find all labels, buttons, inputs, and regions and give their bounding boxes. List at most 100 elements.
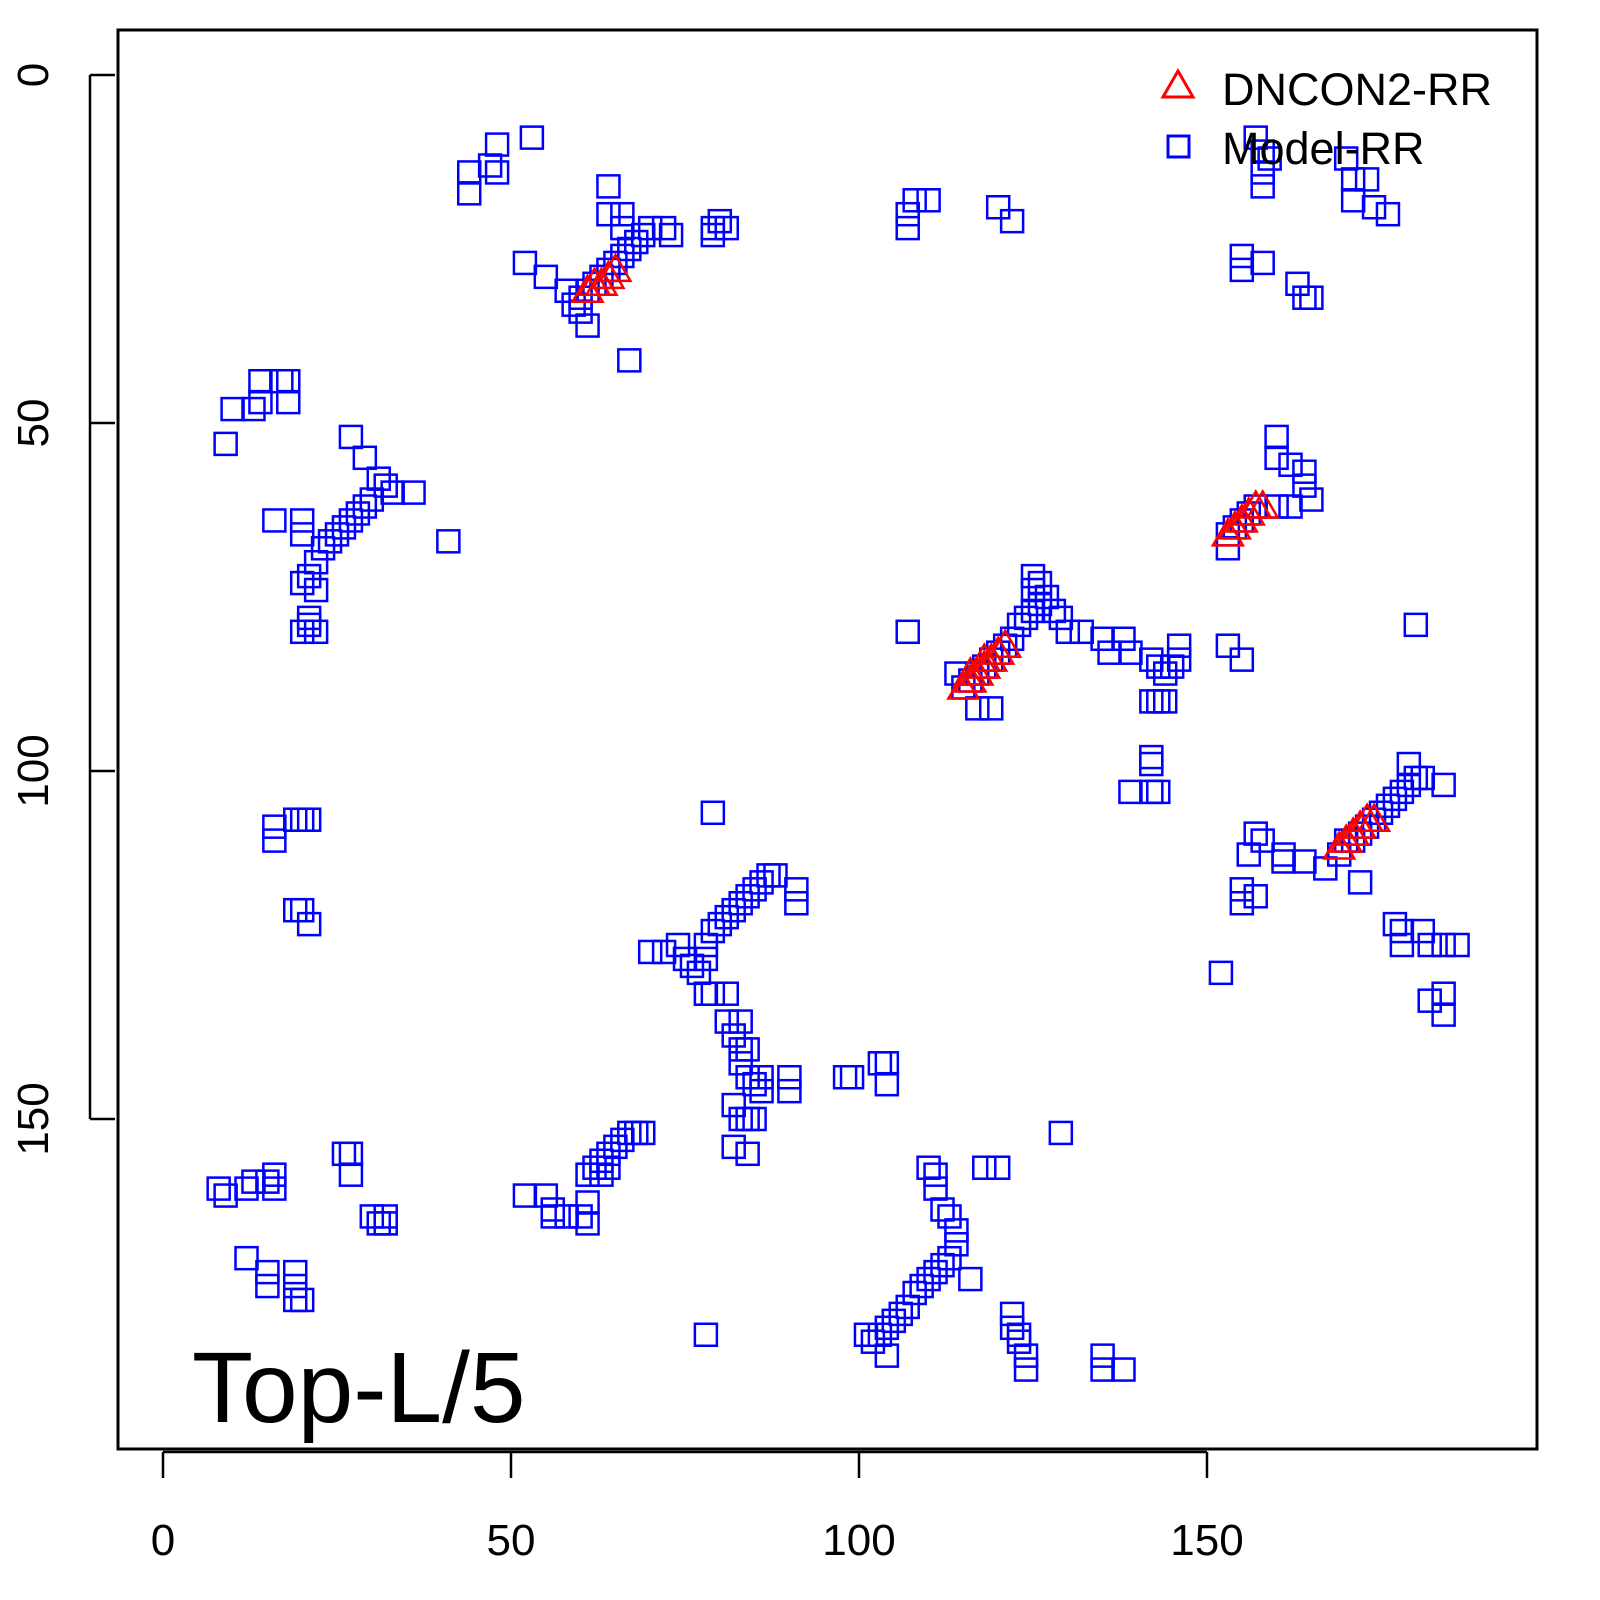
model-rr-point — [1250, 174, 1275, 199]
model-rr-point — [1389, 932, 1415, 958]
model-rr-point — [1354, 167, 1380, 192]
model-rr-point — [784, 890, 809, 916]
model-rr-point — [338, 1162, 364, 1187]
model-rr-point — [1146, 689, 1171, 714]
model-rr-point — [1431, 981, 1456, 1006]
model-rr-point — [276, 389, 301, 415]
model-rr-point — [1139, 779, 1164, 805]
model-rr-point — [1396, 751, 1422, 777]
model-rr-point — [533, 1183, 559, 1208]
dncon2-rr-point — [981, 635, 1016, 665]
model-rr-point — [735, 884, 760, 909]
model-rr-point — [255, 1169, 280, 1194]
model-rr-point — [1097, 640, 1122, 665]
model-rr-point — [895, 201, 920, 227]
model-rr-point — [533, 264, 559, 290]
annotation-label: Top-L/5 — [192, 1332, 526, 1444]
model-rr-point — [874, 1343, 900, 1368]
dncon2-rr-point — [1245, 489, 1280, 519]
model-rr-point — [1389, 918, 1415, 944]
model-rr-point — [352, 445, 378, 471]
model-rr-point — [610, 201, 635, 227]
dncon2-rr-point — [967, 642, 1002, 672]
model-rr-point — [630, 222, 656, 248]
plot-marks — [206, 125, 1470, 1382]
model-rr-point — [700, 981, 726, 1006]
model-rr-point — [234, 1245, 259, 1271]
model-rr-point — [206, 1176, 231, 1201]
model-rr-point — [436, 529, 461, 554]
model-rr-point — [401, 480, 426, 505]
model-rr-point — [1208, 960, 1234, 986]
model-rr-point — [1278, 494, 1303, 519]
model-rr-point — [763, 863, 788, 888]
y-tick-label: 100 — [9, 734, 58, 807]
model-rr-point — [1389, 779, 1415, 805]
model-rr-point — [693, 946, 719, 972]
model-rr-point — [874, 1315, 900, 1341]
model-rr-point — [700, 800, 726, 826]
model-rr-point — [624, 1120, 649, 1146]
model-rr-point — [874, 1071, 900, 1097]
model-rr-point — [1250, 250, 1275, 276]
model-rr-point — [1006, 1329, 1032, 1354]
model-rr-point — [721, 1092, 746, 1118]
legend-label-dncon2: DNCON2-RR — [1222, 64, 1492, 115]
model-rr-point — [728, 1037, 753, 1062]
dncon2-rr-point — [1231, 495, 1266, 526]
legend-label-model: Model-RR — [1222, 123, 1425, 174]
model-rr-point — [749, 1078, 774, 1104]
model-rr-point — [742, 877, 767, 902]
model-rr-point — [1299, 487, 1324, 512]
model-rr-point — [1034, 584, 1060, 610]
model-rr-point — [1382, 911, 1408, 937]
model-rr-point — [617, 236, 642, 262]
model-rr-point — [1020, 598, 1046, 624]
model-rr-point — [338, 508, 364, 533]
axes: 0 50 100 150 0 50 100 150 — [9, 63, 1244, 1565]
model-rr-point — [1417, 988, 1442, 1013]
model-rr-point — [248, 368, 273, 394]
model-rr-point — [1229, 877, 1255, 902]
model-rr-point — [289, 619, 315, 645]
model-rr-point — [248, 389, 273, 415]
model-rr-point — [714, 981, 740, 1006]
model-rr-point — [1403, 765, 1429, 791]
model-rr-point — [1250, 160, 1275, 185]
model-rr-point — [289, 807, 315, 832]
model-rr-point — [1166, 647, 1192, 672]
model-rr-point — [519, 125, 545, 150]
model-rr-point — [1020, 577, 1046, 603]
model-rr-point — [1278, 452, 1303, 478]
model-rr-point — [624, 229, 649, 255]
model-rr-point — [985, 194, 1011, 220]
model-rr-point — [289, 508, 315, 533]
model-rr-point — [714, 215, 740, 241]
model-rr-point — [296, 605, 322, 631]
model-rr-point — [658, 222, 684, 248]
model-rr-point — [617, 348, 642, 373]
model-rr-point — [1048, 605, 1074, 631]
model-rr-point — [693, 1322, 719, 1348]
model-rr-point — [213, 1183, 238, 1208]
dncon2-rr-point — [1342, 809, 1378, 839]
model-rr-point — [575, 313, 600, 338]
model-rr-point — [262, 814, 287, 839]
model-rr-point — [777, 1078, 802, 1104]
model-rr-point — [1299, 285, 1324, 310]
model-rr-point — [561, 292, 586, 317]
model-rr-point — [895, 1294, 920, 1320]
model-rr-point — [255, 1273, 280, 1299]
model-rr-point — [1146, 779, 1171, 805]
model-rr-point — [999, 1301, 1025, 1327]
model-rr-point — [1020, 563, 1046, 589]
model-rr-point — [1006, 612, 1032, 638]
model-rr-point — [923, 1176, 948, 1201]
model-rr-point — [707, 208, 733, 234]
model-rr-point — [944, 1218, 969, 1243]
model-rr-point — [651, 215, 677, 241]
model-rr-point — [867, 1051, 893, 1076]
model-rr-point — [700, 215, 726, 241]
model-rr-point — [1013, 1357, 1039, 1382]
